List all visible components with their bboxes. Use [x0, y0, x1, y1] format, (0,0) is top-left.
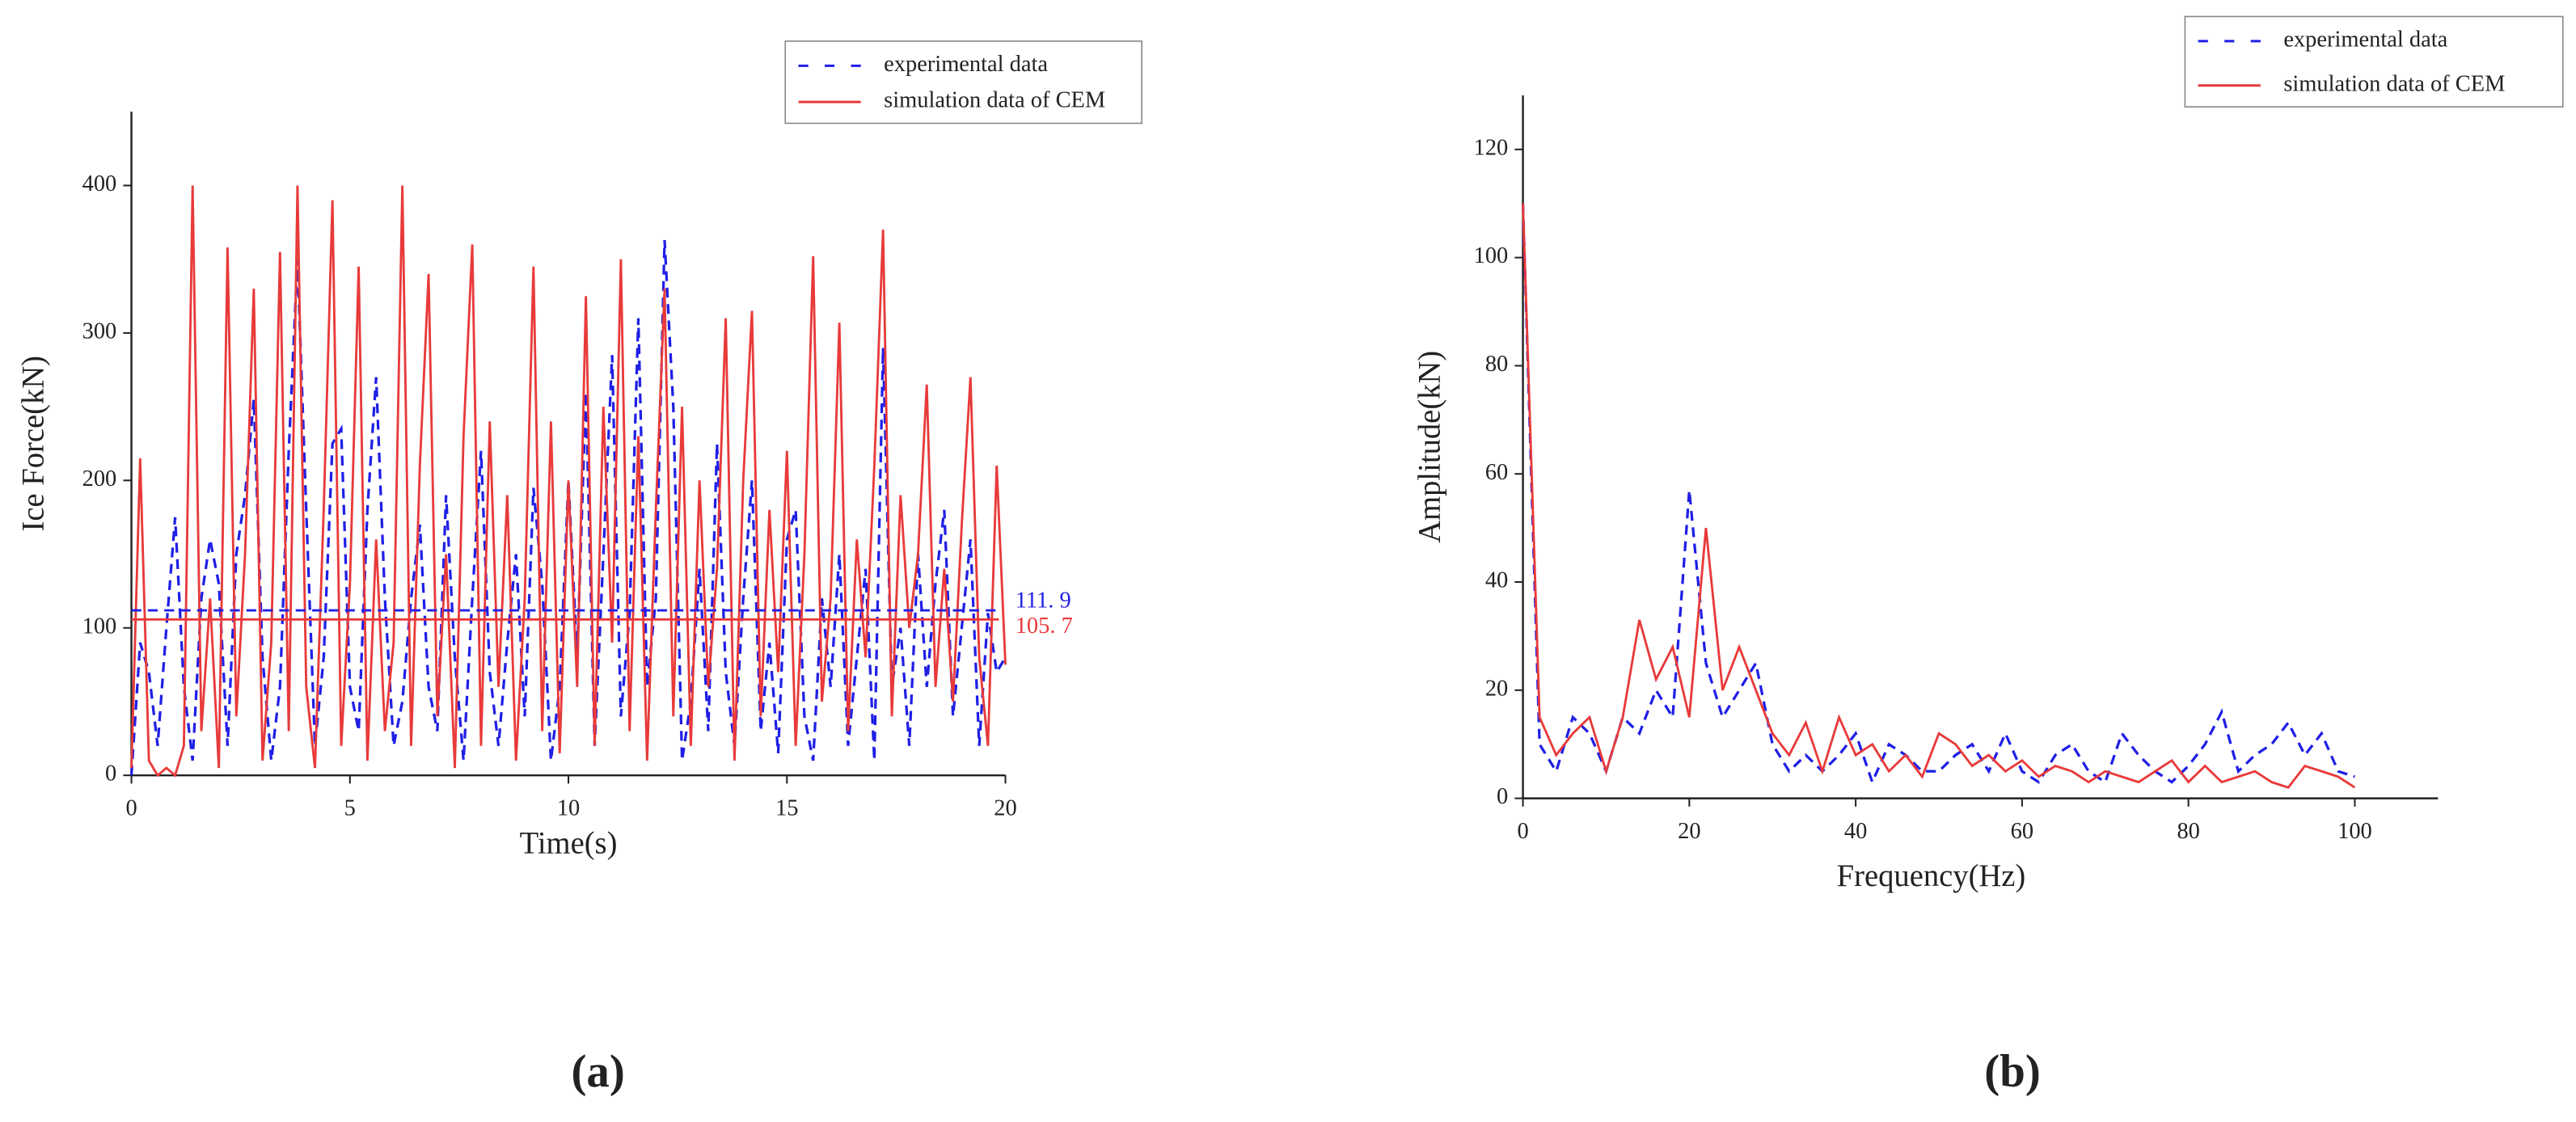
panel-label: (a)	[571, 1046, 624, 1097]
series-line	[1522, 203, 2356, 789]
x-tick-label: 20	[994, 795, 1016, 820]
x-tick-label: 100	[2337, 819, 2372, 844]
legend-label: experimental data	[2283, 27, 2447, 52]
series-line	[130, 185, 1007, 778]
legend-label: simulation data of CEM	[884, 88, 1105, 113]
y-tick-label: 0	[1497, 784, 1508, 809]
x-axis-label: Frequency(Hz)	[1837, 859, 2026, 893]
y-tick-label: 0	[105, 761, 116, 787]
legend-box	[784, 40, 1142, 124]
y-tick-label: 400	[82, 171, 117, 196]
y-tick-label: 100	[1474, 243, 1509, 268]
legend-label: experimental data	[884, 52, 1048, 77]
x-tick-label: 80	[2177, 819, 2199, 844]
y-tick-label: 120	[1474, 135, 1509, 160]
mean-label: 111. 9	[1016, 588, 1071, 613]
y-tick-label: 300	[82, 318, 117, 344]
x-tick-label: 20	[1678, 819, 1700, 844]
x-tick-label: 40	[1844, 819, 1867, 844]
y-tick-label: 40	[1485, 568, 1508, 593]
series-line	[1521, 203, 2355, 787]
y-tick-label: 100	[82, 614, 117, 639]
x-tick-label: 15	[775, 795, 798, 820]
x-tick-label: 60	[2011, 819, 2033, 844]
series-line	[129, 239, 1007, 776]
x-tick-label: 0	[1517, 819, 1528, 844]
x-tick-label: 5	[344, 795, 356, 820]
y-tick-label: 200	[82, 466, 117, 491]
legend-label: simulation data of CEM	[2283, 71, 2505, 96]
panel-label: (b)	[1984, 1046, 2041, 1097]
y-tick-label: 80	[1485, 352, 1508, 377]
x-axis-label: Time(s)	[520, 826, 618, 860]
mean-label: 105. 7	[1016, 614, 1073, 639]
y-axis-label: Ice Force(kN)	[17, 356, 51, 532]
legend-box	[2184, 15, 2564, 108]
y-tick-label: 20	[1485, 676, 1508, 701]
y-axis-label: Amplitude(kN)	[1413, 351, 1447, 543]
x-tick-label: 10	[557, 795, 580, 820]
x-tick-label: 0	[125, 795, 137, 820]
y-tick-label: 60	[1485, 460, 1508, 485]
